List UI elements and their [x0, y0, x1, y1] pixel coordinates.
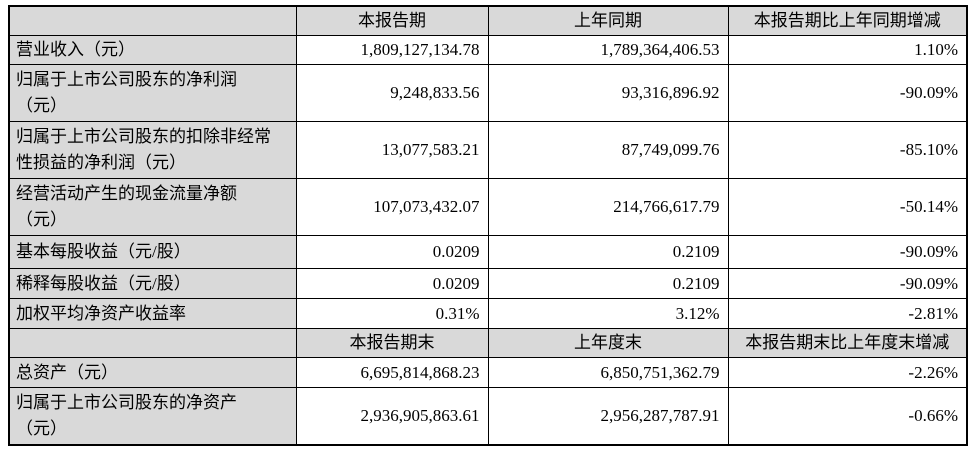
table-row-net-profit-excl-nonrecurring: 归属于上市公司股东的扣除非经常 性损益的净利润（元） 13,077,583.21… [8, 121, 968, 179]
row-label: 归属于上市公司股东的净利润 （元） [8, 64, 297, 122]
header-empty-cell [8, 5, 297, 36]
period-header-row: 本报告期 上年同期 本报告期比上年同期增减 [8, 5, 968, 36]
prior-period-value: 87,749,099.76 [487, 121, 729, 179]
prior-period-value: 0.2109 [487, 235, 729, 269]
current-period-value: 13,077,583.21 [295, 121, 489, 179]
change-value: -2.26% [727, 357, 968, 388]
table-row-weighted-avg-roe: 加权平均净资产收益率 0.31% 3.12% -2.81% [8, 298, 968, 329]
table-row-net-assets: 归属于上市公司股东的净资产 （元） 2,936,905,863.61 2,956… [8, 387, 968, 445]
row-label: 总资产（元） [8, 357, 297, 388]
change-value: -90.09% [727, 268, 968, 299]
change-value: -2.81% [727, 298, 968, 329]
col-header-current-period-end: 本报告期末 [295, 328, 489, 358]
change-value: 1.10% [727, 35, 968, 65]
financial-summary-table: 本报告期 上年同期 本报告期比上年同期增减 营业收入（元） 1,809,127,… [8, 5, 968, 446]
change-value: -0.66% [727, 387, 968, 445]
current-period-value: 0.0209 [295, 235, 489, 269]
change-value: -85.10% [727, 121, 968, 179]
row-label: 加权平均净资产收益率 [8, 298, 297, 329]
col-header-prior-year-end: 上年度末 [487, 328, 729, 358]
prior-period-value: 3.12% [487, 298, 729, 329]
change-value: -50.14% [727, 178, 968, 236]
col-header-current-period: 本报告期 [295, 5, 489, 36]
table-row-total-assets: 总资产（元） 6,695,814,868.23 6,850,751,362.79… [8, 357, 968, 388]
header-empty-cell [8, 328, 297, 358]
table-row-net-profit: 归属于上市公司股东的净利润 （元） 9,248,833.56 93,316,89… [8, 64, 968, 122]
current-period-value: 0.0209 [295, 268, 489, 299]
current-period-value: 6,695,814,868.23 [295, 357, 489, 388]
current-period-value: 1,809,127,134.78 [295, 35, 489, 65]
change-value: -90.09% [727, 64, 968, 122]
change-value: -90.09% [727, 235, 968, 269]
table-row-operating-revenue: 营业收入（元） 1,809,127,134.78 1,789,364,406.5… [8, 35, 968, 65]
table-row-diluted-eps: 稀释每股收益（元/股） 0.0209 0.2109 -90.09% [8, 268, 968, 299]
row-label: 基本每股收益（元/股） [8, 235, 297, 269]
col-header-prior-period: 上年同期 [487, 5, 729, 36]
row-label: 稀释每股收益（元/股） [8, 268, 297, 299]
prior-period-value: 2,956,287,787.91 [487, 387, 729, 445]
current-period-value: 0.31% [295, 298, 489, 329]
col-header-period-end-change: 本报告期末比上年度末增减 [727, 328, 968, 358]
table-row-basic-eps: 基本每股收益（元/股） 0.0209 0.2109 -90.09% [8, 235, 968, 269]
row-label: 经营活动产生的现金流量净额 （元） [8, 178, 297, 236]
current-period-value: 107,073,432.07 [295, 178, 489, 236]
prior-period-value: 214,766,617.79 [487, 178, 729, 236]
table-row-operating-cash-flow: 经营活动产生的现金流量净额 （元） 107,073,432.07 214,766… [8, 178, 968, 236]
prior-period-value: 0.2109 [487, 268, 729, 299]
period-end-header-row: 本报告期末 上年度末 本报告期末比上年度末增减 [8, 328, 968, 358]
prior-period-value: 93,316,896.92 [487, 64, 729, 122]
row-label: 归属于上市公司股东的净资产 （元） [8, 387, 297, 445]
row-label: 营业收入（元） [8, 35, 297, 65]
col-header-period-change: 本报告期比上年同期增减 [727, 5, 968, 36]
current-period-value: 9,248,833.56 [295, 64, 489, 122]
prior-period-value: 1,789,364,406.53 [487, 35, 729, 65]
row-label: 归属于上市公司股东的扣除非经常 性损益的净利润（元） [8, 121, 297, 179]
current-period-value: 2,936,905,863.61 [295, 387, 489, 445]
prior-period-value: 6,850,751,362.79 [487, 357, 729, 388]
